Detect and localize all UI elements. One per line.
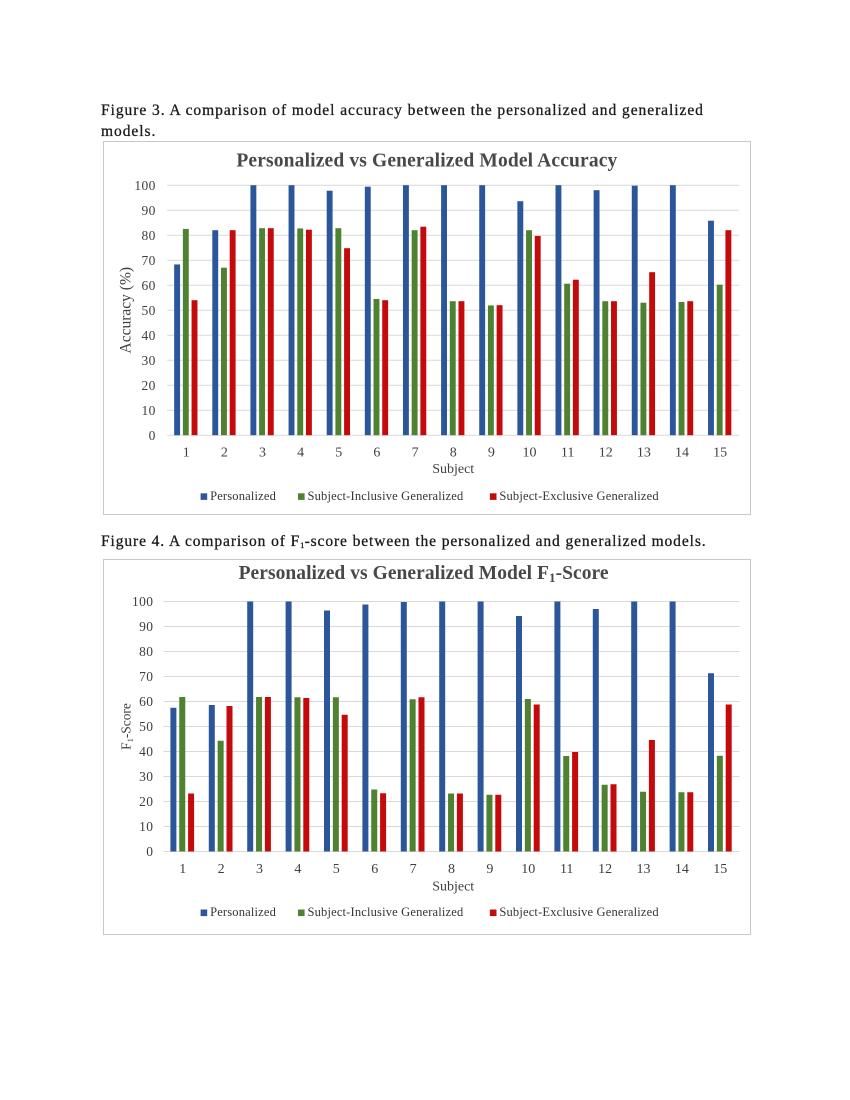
svg-text:80: 80: [141, 228, 155, 243]
svg-text:50: 50: [141, 303, 155, 318]
svg-text:11: 11: [560, 862, 573, 877]
svg-text:Personalized vs Generalized Mo: Personalized vs Generalized Model F1-Sco…: [239, 563, 609, 585]
svg-text:9: 9: [488, 445, 495, 460]
svg-text:10: 10: [522, 445, 536, 460]
svg-text:60: 60: [141, 278, 155, 293]
svg-text:2: 2: [218, 862, 225, 877]
svg-text:F1-Score: F1-Score: [119, 703, 135, 750]
svg-text:12: 12: [598, 862, 612, 877]
svg-text:60: 60: [139, 694, 153, 709]
svg-text:14: 14: [675, 862, 689, 877]
svg-text:6: 6: [373, 445, 380, 460]
svg-text:20: 20: [139, 794, 153, 809]
svg-text:Subject-Inclusive Generalized: Subject-Inclusive Generalized: [308, 489, 464, 503]
svg-text:7: 7: [412, 445, 419, 460]
svg-text:4: 4: [297, 445, 304, 460]
svg-text:40: 40: [139, 744, 153, 759]
svg-text:9: 9: [486, 862, 493, 877]
svg-text:8: 8: [450, 445, 457, 460]
svg-text:14: 14: [675, 445, 689, 460]
svg-text:5: 5: [335, 445, 342, 460]
svg-text:10: 10: [521, 862, 535, 877]
svg-text:6: 6: [371, 862, 378, 877]
svg-text:40: 40: [141, 328, 155, 343]
svg-text:13: 13: [637, 445, 651, 460]
svg-text:15: 15: [713, 862, 727, 877]
svg-text:90: 90: [139, 619, 153, 634]
svg-text:0: 0: [146, 844, 153, 859]
svg-text:90: 90: [141, 203, 155, 218]
svg-text:1: 1: [179, 862, 186, 877]
svg-text:100: 100: [134, 178, 155, 193]
svg-text:100: 100: [132, 594, 153, 609]
svg-text:10: 10: [139, 819, 153, 834]
svg-text:Personalized: Personalized: [210, 489, 276, 503]
svg-text:Subject-Exclusive Generalized: Subject-Exclusive Generalized: [499, 905, 659, 919]
svg-text:Subject: Subject: [432, 462, 474, 477]
svg-text:Subject: Subject: [432, 880, 474, 895]
svg-text:8: 8: [448, 862, 455, 877]
svg-text:30: 30: [141, 353, 155, 368]
svg-text:80: 80: [139, 644, 153, 659]
svg-text:5: 5: [333, 862, 340, 877]
svg-text:1: 1: [183, 445, 190, 460]
svg-text:30: 30: [139, 769, 153, 784]
svg-text:12: 12: [599, 445, 613, 460]
svg-text:7: 7: [410, 862, 417, 877]
svg-text:4: 4: [294, 862, 301, 877]
svg-text:Subject-Inclusive Generalized: Subject-Inclusive Generalized: [308, 905, 464, 919]
svg-text:Personalized vs Generalized Mo: Personalized vs Generalized Model Accura…: [236, 150, 617, 171]
svg-text:70: 70: [139, 669, 153, 684]
svg-text:0: 0: [149, 428, 156, 443]
svg-text:70: 70: [141, 253, 155, 268]
svg-text:15: 15: [713, 445, 727, 460]
svg-text:Subject-Exclusive Generalized: Subject-Exclusive Generalized: [499, 489, 659, 503]
svg-text:3: 3: [259, 445, 266, 460]
svg-text:20: 20: [141, 378, 155, 393]
svg-text:10: 10: [141, 403, 155, 418]
svg-text:2: 2: [221, 445, 228, 460]
svg-text:3: 3: [256, 862, 263, 877]
svg-text:50: 50: [139, 719, 153, 734]
svg-text:13: 13: [637, 862, 651, 877]
svg-text:Personalized: Personalized: [210, 905, 276, 919]
svg-text:11: 11: [561, 445, 574, 460]
svg-text:Accuracy (%): Accuracy (%): [118, 267, 135, 353]
